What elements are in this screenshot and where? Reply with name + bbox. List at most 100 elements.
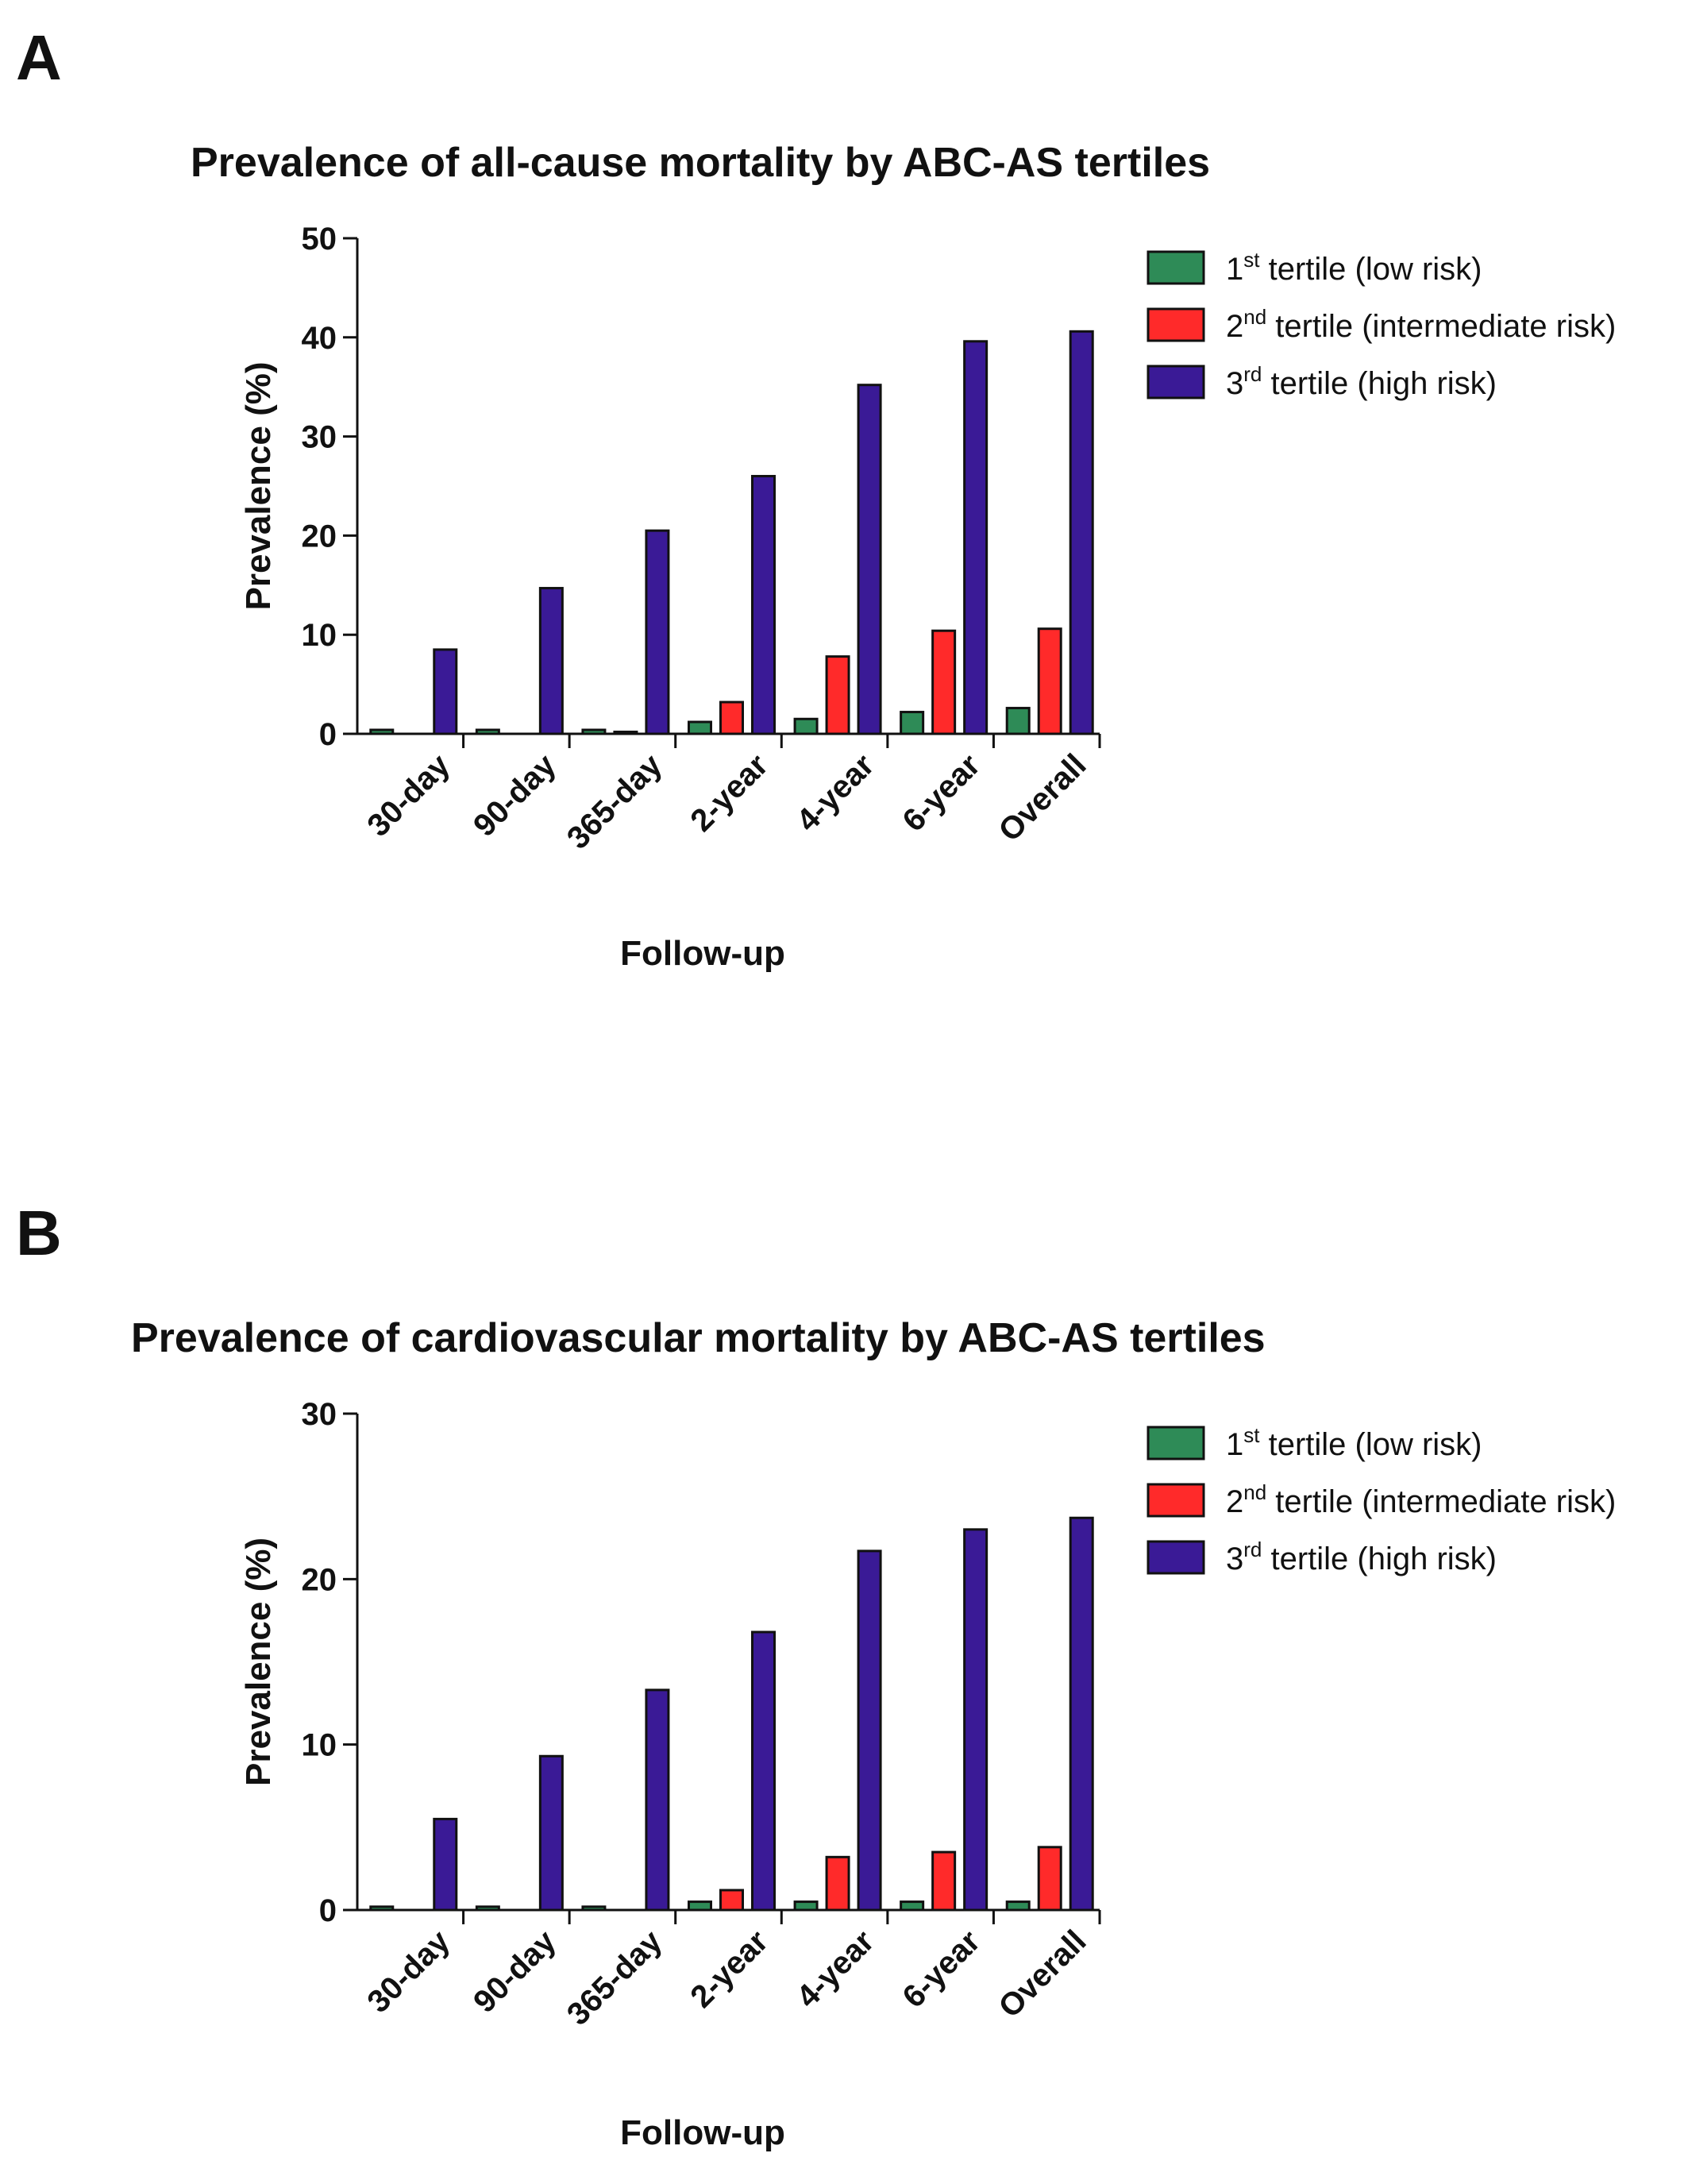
bar-2-year-tertile-3 bbox=[751, 1630, 776, 1912]
bar-365-day-tertile-1 bbox=[581, 1905, 607, 1912]
legend-ordinal-suffix: nd bbox=[1243, 305, 1266, 329]
x-tick-label: 2-year bbox=[684, 1924, 774, 2014]
chart-panel-a: A Prevalence of all-cause mortality by AB… bbox=[16, 22, 1616, 973]
legend-ordinal: 3 bbox=[1226, 366, 1243, 401]
bar-365-day-tertile-2 bbox=[613, 731, 638, 735]
bar-365-day-tertile-3 bbox=[645, 1688, 670, 1912]
y-axis-title: Prevalence (%) bbox=[239, 361, 278, 610]
chart-panel-b: B Prevalence of cardiovascular mortality … bbox=[16, 1198, 1616, 2152]
legend-text-rest: tertile (high risk) bbox=[1262, 366, 1497, 401]
legend-ordinal: 1 bbox=[1226, 1427, 1243, 1462]
legend-ordinal: 2 bbox=[1226, 1484, 1243, 1519]
x-tick-label: 365-day bbox=[561, 1924, 669, 2032]
bar-overall-tertile-2 bbox=[1037, 1846, 1062, 1912]
legend-label: 3rd tertile (high risk) bbox=[1226, 362, 1497, 401]
bar-6-year-tertile-2 bbox=[931, 1850, 957, 1912]
panel-letter: A bbox=[16, 22, 62, 93]
legend-swatch bbox=[1147, 250, 1205, 285]
bar-overall-tertile-3 bbox=[1069, 1516, 1094, 1912]
legend-text-rest: tertile (intermediate risk) bbox=[1266, 309, 1616, 344]
bar-90-day-tertile-1 bbox=[475, 728, 500, 735]
legend-swatch bbox=[1147, 1483, 1205, 1518]
x-axis-title: Follow-up bbox=[620, 2113, 785, 2152]
x-tick-label: 6-year bbox=[896, 1924, 987, 2014]
panel-letter: B bbox=[16, 1198, 62, 1268]
x-tick-label: 90-day bbox=[467, 747, 563, 843]
x-tick-label: 90-day bbox=[467, 1924, 563, 2020]
y-tick-label: 40 bbox=[302, 321, 337, 356]
bar-6-year-tertile-3 bbox=[963, 1528, 989, 1912]
bar-4-year-tertile-2 bbox=[825, 655, 850, 735]
bar-6-year-tertile-3 bbox=[963, 340, 989, 735]
y-tick-label: 50 bbox=[302, 222, 337, 257]
bar-90-day-tertile-3 bbox=[538, 587, 564, 735]
chart-title: Prevalence of all-cause mortality by ABC… bbox=[191, 140, 1210, 186]
bar-6-year-tertile-1 bbox=[900, 1900, 925, 1912]
x-tick-label: 365-day bbox=[561, 747, 669, 856]
bar-90-day-tertile-3 bbox=[538, 1754, 564, 1912]
x-tick-label: Overall bbox=[992, 1924, 1093, 2024]
bar-30-day-tertile-1 bbox=[369, 728, 395, 735]
bar-30-day-tertile-3 bbox=[433, 648, 458, 735]
bar-4-year-tertile-2 bbox=[825, 1855, 850, 1912]
y-axis-title: Prevalence (%) bbox=[239, 1538, 278, 1786]
legend-swatch bbox=[1147, 1426, 1205, 1461]
legend-label: 2nd tertile (intermediate risk) bbox=[1226, 1480, 1616, 1519]
legend-text-rest: tertile (low risk) bbox=[1259, 252, 1482, 287]
bar-2-year-tertile-2 bbox=[719, 1889, 744, 1912]
legend: 1st tertile (low risk) 2nd tertile (inter… bbox=[1147, 1423, 1616, 1576]
bar-30-day-tertile-1 bbox=[369, 1905, 395, 1912]
x-tick-label: 4-year bbox=[790, 1924, 881, 2014]
bar-overall-tertile-1 bbox=[1005, 1900, 1031, 1912]
bar-90-day-tertile-1 bbox=[475, 1905, 500, 1912]
bar-2-year-tertile-3 bbox=[751, 475, 776, 735]
legend-ordinal-suffix: st bbox=[1243, 1423, 1260, 1447]
legend-ordinal-suffix: rd bbox=[1243, 1538, 1262, 1561]
bar-overall-tertile-1 bbox=[1005, 707, 1031, 735]
y-tick-label: 10 bbox=[302, 1728, 337, 1763]
legend-label: 3rd tertile (high risk) bbox=[1226, 1538, 1497, 1576]
legend: 1st tertile (low risk) 2nd tertile (inter… bbox=[1147, 248, 1616, 401]
bar-2-year-tertile-2 bbox=[719, 700, 744, 735]
legend-ordinal-suffix: nd bbox=[1243, 1480, 1266, 1504]
y-tick-label: 0 bbox=[319, 1893, 337, 1928]
y-tick-label: 20 bbox=[302, 519, 337, 554]
legend-label: 2nd tertile (intermediate risk) bbox=[1226, 305, 1616, 344]
bar-4-year-tertile-3 bbox=[857, 1549, 882, 1912]
x-tick-label: 30-day bbox=[360, 1924, 457, 2020]
legend-label: 1st tertile (low risk) bbox=[1226, 248, 1482, 287]
bar-365-day-tertile-3 bbox=[645, 529, 670, 735]
x-tick-label: Overall bbox=[992, 747, 1093, 848]
legend-text-rest: tertile (intermediate risk) bbox=[1266, 1484, 1616, 1519]
legend-ordinal-suffix: st bbox=[1243, 248, 1260, 272]
legend-ordinal: 2 bbox=[1226, 309, 1243, 344]
chart-title: Prevalence of cardiovascular mortality b… bbox=[131, 1315, 1266, 1361]
y-tick-label: 0 bbox=[319, 717, 337, 752]
legend-swatch bbox=[1147, 365, 1205, 399]
bar-2-year-tertile-1 bbox=[688, 1900, 712, 1912]
bar-overall-tertile-2 bbox=[1037, 627, 1062, 735]
legend-label: 1st tertile (low risk) bbox=[1226, 1423, 1482, 1462]
bar-6-year-tertile-2 bbox=[931, 629, 957, 735]
bar-6-year-tertile-1 bbox=[900, 711, 925, 735]
x-tick-label: 4-year bbox=[790, 747, 881, 838]
legend-ordinal: 3 bbox=[1226, 1542, 1243, 1576]
y-tick-label: 10 bbox=[302, 618, 337, 653]
bar-365-day-tertile-1 bbox=[581, 728, 607, 735]
bar-overall-tertile-3 bbox=[1069, 330, 1094, 735]
bar-30-day-tertile-3 bbox=[433, 1817, 458, 1912]
legend-swatch bbox=[1147, 1540, 1205, 1575]
y-tick-label: 20 bbox=[302, 1562, 337, 1597]
legend-ordinal-suffix: rd bbox=[1243, 362, 1262, 386]
bar-4-year-tertile-3 bbox=[857, 384, 882, 735]
bar-4-year-tertile-1 bbox=[793, 717, 819, 735]
legend-text-rest: tertile (high risk) bbox=[1262, 1542, 1497, 1576]
y-tick-label: 30 bbox=[302, 1397, 337, 1432]
bar-4-year-tertile-1 bbox=[793, 1900, 819, 1912]
legend-ordinal: 1 bbox=[1226, 252, 1243, 287]
x-tick-label: 6-year bbox=[896, 747, 987, 838]
legend-text-rest: tertile (low risk) bbox=[1259, 1427, 1482, 1462]
bar-2-year-tertile-1 bbox=[688, 720, 712, 735]
